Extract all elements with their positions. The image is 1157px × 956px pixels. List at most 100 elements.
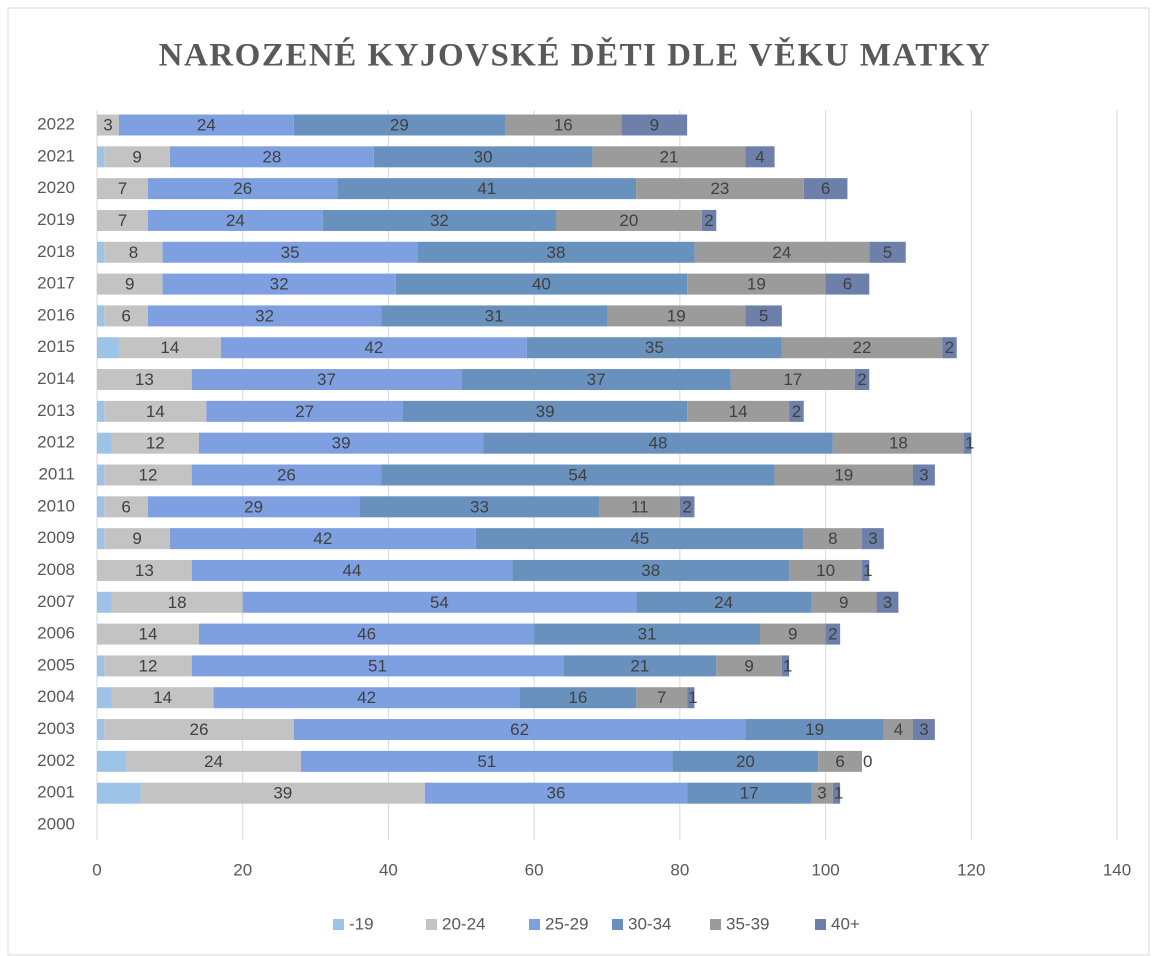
data-label: 33 (470, 497, 489, 516)
bar-segment (694, 241, 870, 263)
data-label: 24 (772, 243, 791, 262)
bar-segment (213, 687, 520, 709)
bar-segment (832, 782, 841, 804)
data-label: 30 (474, 147, 493, 166)
bar-segment (811, 782, 833, 804)
data-label: 18 (889, 434, 908, 453)
data-label: 36 (547, 784, 566, 803)
data-label: 26 (277, 465, 296, 484)
data-label: 5 (759, 306, 768, 325)
y-tick-label: 2014 (37, 369, 75, 388)
data-label: 12 (139, 465, 158, 484)
legend-label: 40+ (831, 914, 860, 933)
data-label: 13 (135, 370, 154, 389)
bar-segment (636, 591, 811, 613)
data-label: 9 (839, 593, 848, 612)
bar-segment (505, 114, 622, 136)
bar-segment (789, 400, 804, 422)
x-tick-label: 40 (379, 860, 398, 879)
legend-label: 20-24 (442, 914, 485, 933)
data-label: 27 (295, 402, 314, 421)
data-label: 35 (645, 338, 664, 357)
data-label: 32 (430, 211, 449, 230)
data-label: 9 (125, 275, 134, 294)
bar-segment (862, 528, 884, 550)
bar-segment (745, 305, 782, 327)
data-label: 2 (945, 338, 954, 357)
data-label: 1 (834, 784, 843, 803)
bar-segment (854, 369, 870, 391)
legend-label: 35-39 (726, 914, 769, 933)
data-label: 51 (477, 752, 496, 771)
bar-segment (97, 209, 148, 231)
bar-segment (913, 464, 935, 486)
bar-segment (97, 178, 148, 200)
bar-segment (636, 178, 804, 200)
bar-segment (599, 496, 680, 518)
data-label: 0 (863, 752, 872, 771)
data-label: 19 (667, 306, 686, 325)
legend-label: 25-29 (545, 914, 588, 933)
bar-segment (293, 719, 746, 741)
bar-segment (359, 496, 600, 518)
bar-segment (337, 178, 637, 200)
data-label: 6 (843, 275, 852, 294)
bar-segment (104, 146, 170, 168)
data-label: 3 (817, 784, 826, 803)
data-label: 39 (536, 402, 555, 421)
bar-segment (148, 496, 360, 518)
data-label: 24 (204, 752, 223, 771)
data-label: 9 (132, 529, 141, 548)
bar-segment (242, 591, 637, 613)
data-label: 38 (547, 243, 566, 262)
y-tick-label: 2017 (37, 274, 75, 293)
y-tick-label: 2005 (37, 655, 75, 674)
data-label: 2 (857, 370, 866, 389)
legend-label: -19 (349, 914, 374, 933)
bar-segment (220, 337, 527, 359)
bar-segment (716, 655, 782, 677)
bar-segment (169, 146, 374, 168)
data-label: 20 (619, 211, 638, 230)
x-tick-label: 140 (1103, 860, 1131, 879)
data-label: 46 (357, 625, 376, 644)
bar-segment (162, 241, 418, 263)
bar-segment (483, 432, 833, 454)
data-label: 17 (740, 784, 759, 803)
bar-segment (687, 687, 695, 709)
x-tick-label: 80 (670, 860, 689, 879)
bar-segment (97, 114, 119, 136)
data-label: 42 (364, 338, 383, 357)
data-label: 9 (650, 115, 659, 134)
bar-segment (803, 528, 862, 550)
bar-segment (97, 496, 105, 518)
data-label: 14 (139, 625, 158, 644)
x-tick-label: 120 (957, 860, 985, 879)
data-label: 28 (262, 147, 281, 166)
data-label: 1 (783, 656, 792, 675)
bar-segment (97, 719, 105, 741)
bar-segment (774, 464, 913, 486)
bar-segment (403, 400, 688, 422)
data-label: 40 (532, 275, 551, 294)
bar-segment (322, 209, 556, 231)
bar-segment (687, 273, 826, 295)
data-label: 31 (485, 306, 504, 325)
bar-segment (679, 496, 695, 518)
data-label: 19 (747, 275, 766, 294)
bar-segment (191, 369, 462, 391)
data-label: 54 (568, 465, 587, 484)
data-label: 2 (792, 402, 801, 421)
y-tick-label: 2000 (37, 814, 75, 833)
bar-segment (512, 559, 790, 581)
bar-segment (621, 114, 688, 136)
bar-segment (104, 655, 192, 677)
bar-segment (97, 146, 105, 168)
data-label: 17 (783, 370, 802, 389)
bar-segment (672, 750, 819, 772)
bar-segment (118, 337, 221, 359)
bar-segment (111, 432, 199, 454)
data-label: 6 (121, 306, 130, 325)
bar-segment (104, 528, 170, 550)
